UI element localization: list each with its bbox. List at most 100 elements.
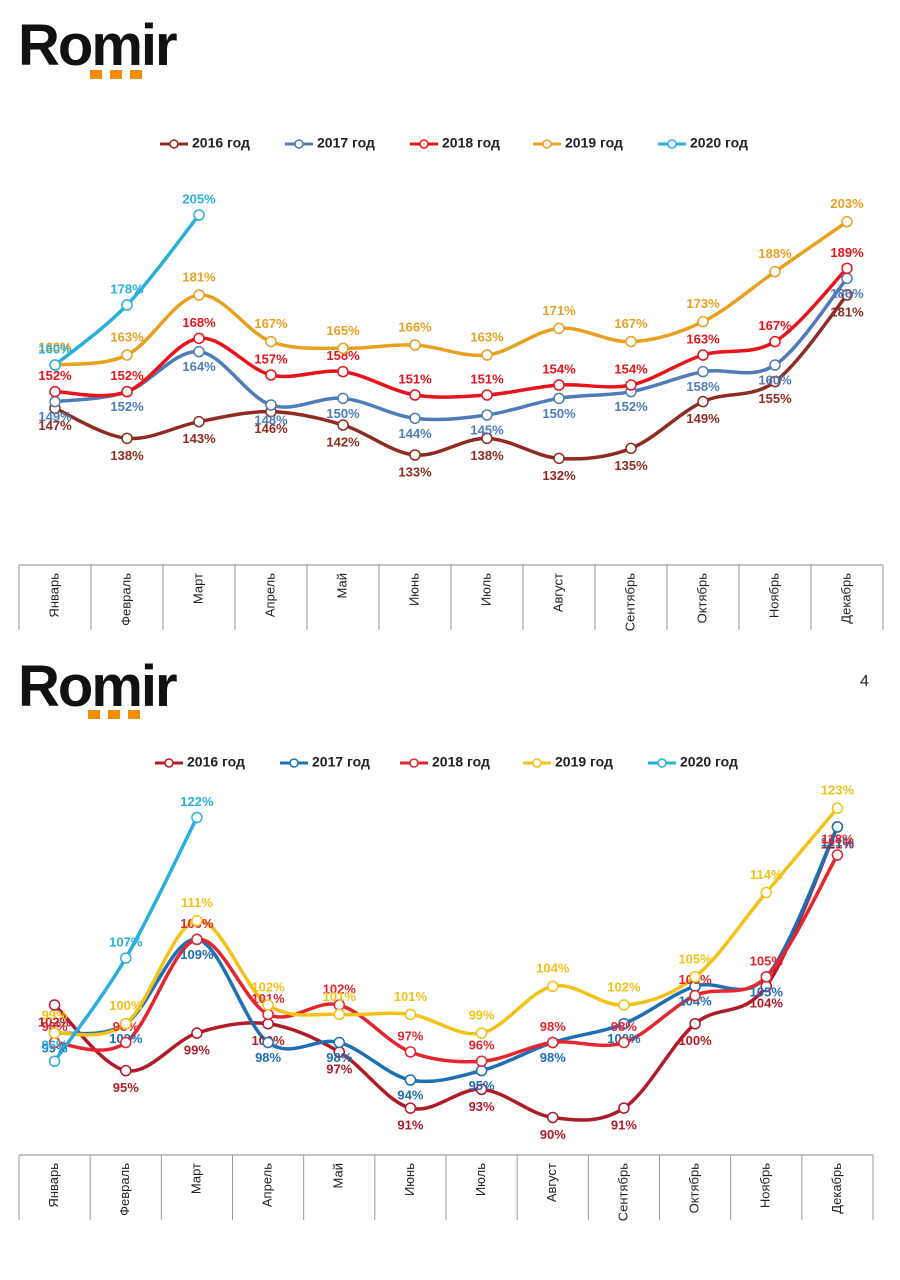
- data-point: [121, 349, 133, 361]
- series-line: [53, 293, 849, 461]
- data-point: [475, 1027, 488, 1039]
- data-label: 97%: [397, 1028, 423, 1043]
- data-label: 102%: [607, 979, 641, 994]
- data-label: 167%: [758, 318, 792, 333]
- data-label: 150%: [542, 406, 576, 421]
- x-tick-label: Январь: [46, 1163, 61, 1208]
- data-point: [831, 802, 844, 814]
- data-label: 101%: [251, 991, 285, 1006]
- series-line: [53, 266, 849, 399]
- data-point: [547, 1111, 559, 1124]
- data-label: 155%: [758, 391, 792, 406]
- data-label: 101%: [394, 989, 428, 1004]
- data-label: 150%: [326, 406, 360, 421]
- data-label: 98%: [611, 1019, 637, 1034]
- data-point: [841, 272, 853, 285]
- data-point: [618, 1036, 630, 1049]
- data-label: 95%: [469, 1078, 495, 1093]
- data-point: [689, 989, 701, 1002]
- data-point: [625, 379, 637, 391]
- data-point: [193, 345, 205, 358]
- data-point: [191, 933, 203, 946]
- legend-label: 2018 год: [442, 135, 500, 151]
- data-point: [481, 389, 493, 401]
- data-point: [49, 359, 61, 371]
- legend-marker: [667, 139, 677, 149]
- data-point: [553, 452, 565, 465]
- data-label: 148%: [254, 412, 288, 427]
- legend-label: 2017 год: [312, 754, 370, 770]
- data-point: [409, 449, 421, 461]
- data-point: [697, 395, 709, 408]
- data-label: 171%: [542, 303, 576, 318]
- data-label: 105%: [750, 984, 784, 999]
- data-label: 142%: [326, 434, 360, 449]
- data-label: 105%: [750, 953, 784, 968]
- data-label: 104%: [750, 996, 784, 1011]
- data-point: [191, 914, 203, 927]
- data-point: [618, 999, 630, 1011]
- legend-marker: [409, 758, 419, 768]
- data-point: [409, 389, 421, 401]
- data-point: [193, 209, 205, 221]
- data-point: [553, 379, 565, 391]
- data-label: 146%: [254, 421, 288, 436]
- data-point: [48, 1027, 61, 1039]
- data-point: [625, 442, 637, 455]
- data-point: [760, 886, 772, 899]
- data-label: 152%: [110, 399, 144, 414]
- data-point: [120, 952, 132, 964]
- legend-label: 2020 год: [680, 754, 738, 770]
- data-label: 181%: [182, 269, 216, 284]
- data-label: 152%: [38, 368, 72, 383]
- data-point: [333, 1036, 345, 1049]
- data-point: [48, 1055, 61, 1067]
- data-point: [769, 265, 781, 278]
- data-point: [409, 339, 421, 351]
- data-point: [689, 971, 701, 983]
- data-label: 123%: [821, 783, 855, 798]
- data-label: 151%: [398, 371, 432, 386]
- data-point: [48, 999, 61, 1011]
- x-tick-label: Июнь: [402, 1163, 417, 1196]
- data-label: 101%: [323, 989, 357, 1004]
- data-point: [262, 1008, 274, 1021]
- data-label: 100%: [678, 1033, 712, 1048]
- x-tick-label: Май: [334, 573, 349, 598]
- data-point: [409, 412, 421, 425]
- data-label: 149%: [686, 411, 720, 426]
- data-point: [618, 1102, 630, 1114]
- data-label: 107%: [109, 935, 143, 950]
- data-label: 145%: [470, 422, 504, 437]
- x-tick-label: Март: [190, 573, 205, 604]
- data-label: 203%: [830, 196, 864, 211]
- data-point: [841, 262, 853, 275]
- data-label: 98%: [540, 1050, 566, 1065]
- data-point: [475, 1064, 488, 1077]
- data-point: [191, 811, 203, 824]
- data-label: 121%: [821, 834, 855, 849]
- data-label: 91%: [397, 1118, 423, 1133]
- data-point: [831, 821, 844, 833]
- legend-marker: [169, 139, 179, 149]
- data-point: [337, 392, 349, 405]
- logo: Romir: [18, 654, 177, 719]
- data-point: [120, 1036, 132, 1049]
- data-point: [841, 289, 853, 301]
- data-point: [760, 971, 772, 983]
- data-label: 93%: [469, 1099, 495, 1114]
- data-label: 99%: [42, 1008, 68, 1023]
- data-label: 167%: [254, 316, 288, 331]
- data-label: 205%: [182, 191, 216, 206]
- data-label: 99%: [469, 1008, 495, 1023]
- data-label: 186%: [830, 286, 864, 301]
- data-label: 166%: [398, 319, 432, 334]
- data-label: 111%: [181, 895, 213, 910]
- data-label: 160%: [758, 372, 792, 387]
- data-label: 102%: [323, 981, 357, 996]
- data-label: 154%: [614, 361, 648, 376]
- x-tick-label: Сентябрь: [622, 573, 637, 631]
- x-tick-label: Октябрь: [687, 1163, 702, 1214]
- data-point: [121, 432, 133, 445]
- x-tick-label: Декабрь: [838, 573, 853, 624]
